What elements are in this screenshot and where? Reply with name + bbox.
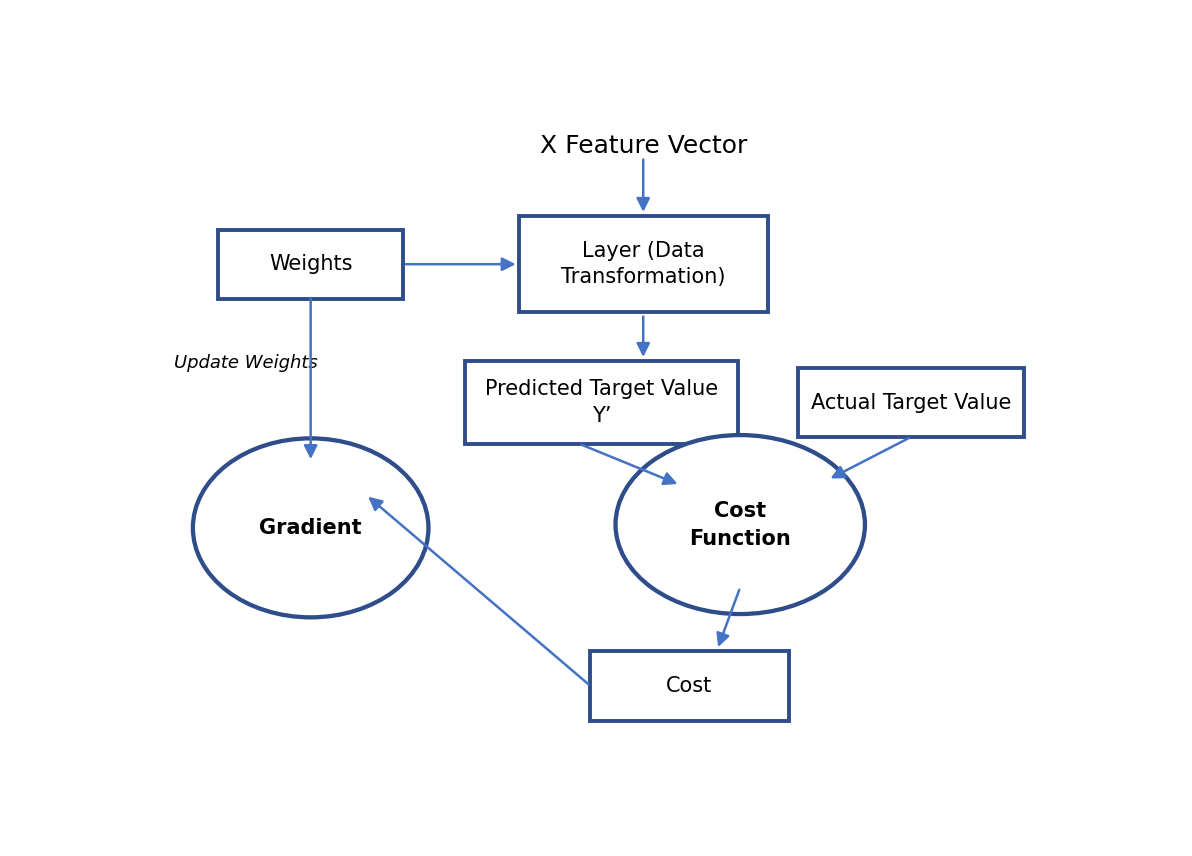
- FancyBboxPatch shape: [218, 229, 403, 299]
- FancyBboxPatch shape: [465, 361, 738, 443]
- FancyBboxPatch shape: [797, 368, 1024, 437]
- Text: Predicted Target Value
Y’: Predicted Target Value Y’: [485, 379, 719, 425]
- Text: Cost
Function: Cost Function: [689, 501, 791, 549]
- Text: Weights: Weights: [269, 254, 353, 274]
- FancyBboxPatch shape: [590, 651, 789, 721]
- Text: X Feature Vector: X Feature Vector: [540, 134, 747, 158]
- Text: Cost: Cost: [666, 676, 713, 696]
- Text: Update Weights: Update Weights: [174, 354, 318, 372]
- Ellipse shape: [193, 438, 428, 617]
- Ellipse shape: [615, 435, 865, 614]
- Text: Actual Target Value: Actual Target Value: [811, 393, 1011, 413]
- Text: Gradient: Gradient: [260, 518, 362, 538]
- FancyBboxPatch shape: [519, 217, 768, 312]
- Text: Layer (Data
Transformation): Layer (Data Transformation): [561, 241, 726, 288]
